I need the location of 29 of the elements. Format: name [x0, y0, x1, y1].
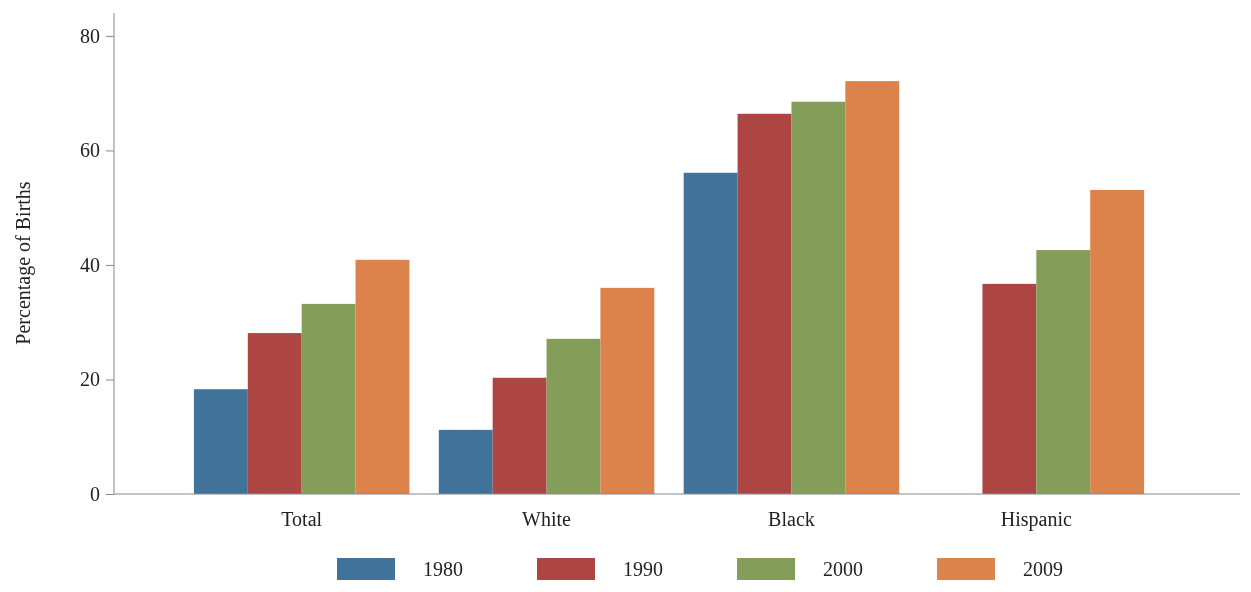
bar — [600, 287, 655, 494]
bar — [845, 81, 900, 494]
y-axis-title: Percentage of Births — [12, 181, 35, 345]
bar — [791, 101, 846, 494]
y-tick-label: 80 — [80, 24, 100, 47]
bar — [683, 172, 738, 494]
x-tick-label: Black — [768, 508, 815, 531]
bar — [982, 283, 1037, 494]
y-tick-label: 0 — [90, 482, 100, 505]
bar — [737, 113, 792, 494]
x-tick-label: Hispanic — [1000, 508, 1072, 532]
y-tick-label: 20 — [80, 368, 100, 391]
bar — [1036, 250, 1091, 494]
bar — [193, 389, 248, 494]
bar — [1090, 189, 1145, 494]
x-tick-label: White — [522, 508, 572, 531]
bar — [247, 333, 302, 494]
legend-label: 1980 — [423, 558, 463, 580]
legend-label: 2000 — [823, 558, 863, 580]
x-tick-label: Total — [281, 508, 323, 531]
bar — [492, 377, 547, 494]
bar — [546, 338, 601, 494]
bar — [301, 303, 356, 494]
legend-label: 2009 — [1023, 558, 1063, 580]
y-tick-label: 40 — [80, 253, 100, 276]
legend-label: 1990 — [623, 558, 663, 580]
bar — [355, 259, 410, 494]
y-tick-label: 60 — [80, 139, 100, 162]
bar — [438, 429, 493, 494]
